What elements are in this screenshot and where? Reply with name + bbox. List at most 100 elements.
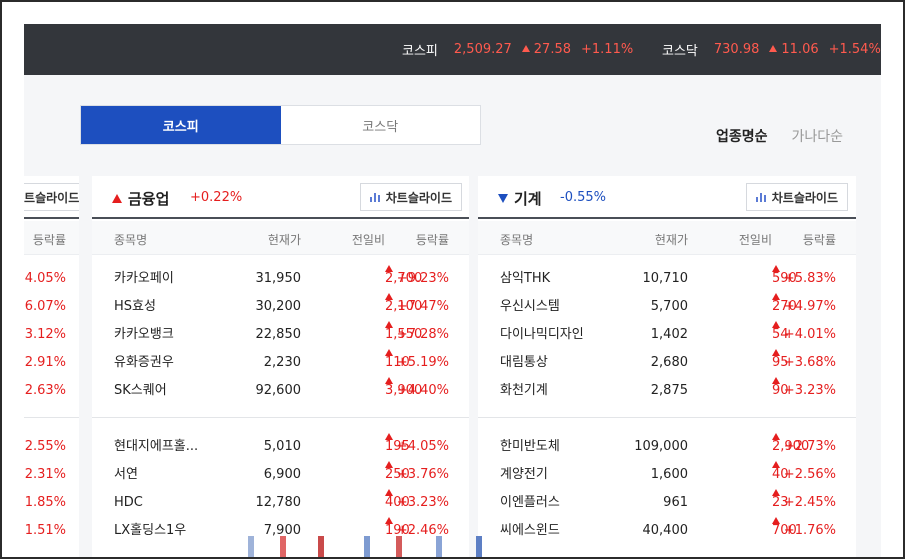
kosdaq-value: 730.98 (713, 42, 760, 57)
stock-name[interactable]: 카카오페이 (114, 271, 174, 286)
stock-name[interactable]: 우신시스템 (500, 299, 560, 314)
stock-row[interactable]: +2.55% (24, 433, 79, 461)
stock-name[interactable]: HS효성 (114, 299, 156, 314)
stock-pct: +1.51% (24, 523, 66, 538)
market-tabs: 코스피 코스닥 (80, 105, 481, 145)
stock-name[interactable]: 카카오뱅크 (114, 327, 174, 342)
stock-row[interactable]: 계양전기 1,600 40 +2.56% (478, 461, 856, 489)
stock-row[interactable]: 카카오뱅크 22,850 1,550 +7.28% (92, 321, 469, 349)
stock-price: 30,200 (255, 299, 302, 314)
card-header: 기계 -0.55% 차트슬라이드 (478, 176, 856, 219)
stock-name[interactable]: 이엔플러스 (500, 495, 560, 510)
sector-card-partial: 차트슬라이드 등락률 +14.05% +6.07% +3.12% +2.91% +2.6… (24, 176, 79, 559)
up-triangle-icon (772, 517, 780, 524)
stock-name[interactable]: 서연 (114, 467, 138, 482)
stock-price: 22,850 (255, 327, 302, 342)
card-header: 차트슬라이드 (24, 176, 79, 219)
stock-row[interactable]: 씨에스윈드 40,400 700 +1.76% (478, 517, 856, 545)
stock-pct: +2.45% (783, 495, 836, 510)
up-triangle-icon (772, 349, 780, 356)
stock-row[interactable]: +2.91% (24, 349, 79, 377)
stock-price: 12,780 (255, 495, 302, 510)
stock-row[interactable]: 다이나믹디자인 1,402 54 +4.01% (478, 321, 856, 349)
stock-pct: +7.47% (396, 299, 449, 314)
kosdaq-ticker[interactable]: 코스닥 730.98 11.06 +1.54% (662, 24, 881, 75)
chart-slide-button[interactable]: 차트슬라이드 (359, 183, 462, 211)
card-header: 금융업 +0.22% 차트슬라이드 (92, 176, 469, 219)
stock-name[interactable]: 한미반도체 (500, 439, 560, 454)
up-triangle-icon (521, 45, 530, 52)
stock-row[interactable]: +1.85% (24, 489, 79, 517)
stock-row[interactable]: 이엔플러스 961 23 +2.45% (478, 489, 856, 517)
stock-row[interactable]: +1.51% (24, 517, 79, 545)
stock-price: 2,680 (650, 355, 688, 370)
row-divider (92, 417, 469, 418)
stock-row[interactable]: +14.05% (24, 265, 79, 293)
stock-name[interactable]: 계양전기 (500, 467, 548, 482)
stock-name[interactable]: 유화증권우 (114, 355, 174, 370)
sector-title[interactable]: 금융업 (112, 188, 169, 209)
kosdaq-label: 코스닥 (662, 44, 698, 59)
stock-row[interactable]: 우신시스템 5,700 270 +4.97% (478, 293, 856, 321)
stock-row[interactable]: HS효성 30,200 2,100 +7.47% (92, 293, 469, 321)
stock-name[interactable]: LX홀딩스1우 (114, 523, 187, 538)
stock-row[interactable]: 화천기계 2,875 90 +3.23% (478, 377, 856, 405)
stock-row[interactable]: LX홀딩스1우 7,900 190 +2.46% (92, 517, 469, 545)
stock-row[interactable]: 한미반도체 109,000 2,900 +2.73% (478, 433, 856, 461)
stock-row[interactable]: 유화증권우 2,230 110 +5.19% (92, 349, 469, 377)
tab-kosdaq[interactable]: 코스닥 (362, 119, 399, 135)
stock-price: 40,400 (642, 523, 689, 538)
stock-name[interactable]: 화천기계 (500, 383, 548, 398)
stock-name[interactable]: HDC (114, 495, 143, 510)
stock-price: 1,600 (650, 467, 688, 482)
stock-pct: +3.68% (783, 355, 836, 370)
stock-pct: +2.46% (396, 523, 449, 538)
kospi-pct: +1.11% (581, 42, 634, 57)
up-triangle-icon (772, 461, 780, 468)
col-pct: 등락률 (802, 233, 836, 247)
stock-price: 2,875 (650, 383, 688, 398)
sort-by-sector-name[interactable]: 업종명순 (716, 129, 768, 145)
background-chart-decoration (240, 536, 510, 559)
sort-by-alphabetical[interactable]: 가나다순 (791, 129, 844, 145)
stock-row[interactable]: 서연 6,900 250 +3.76% (92, 461, 469, 489)
stock-pct: +3.23% (396, 495, 449, 510)
stock-row[interactable]: +2.63% (24, 377, 79, 405)
stock-row[interactable]: +3.12% (24, 321, 79, 349)
stock-name[interactable]: 다이나믹디자인 (500, 327, 584, 342)
stock-row[interactable]: SK스퀘어 92,600 3,900 +4.40% (92, 377, 469, 405)
stock-row[interactable]: 삼익THK 10,710 590 +5.83% (478, 265, 856, 293)
stock-price: 6,900 (263, 467, 301, 482)
stock-row[interactable]: 현대지에프홀... 5,010 195 +4.05% (92, 433, 469, 461)
stock-pct: +6.07% (24, 299, 66, 314)
kospi-ticker[interactable]: 코스피 2,509.27 27.58 +1.11% (402, 24, 633, 75)
stock-row[interactable]: HDC 12,780 400 +3.23% (92, 489, 469, 517)
stock-price: 109,000 (634, 439, 688, 454)
col-price: 현재가 (267, 233, 301, 247)
kospi-change: 27.58 (521, 42, 571, 57)
up-triangle-icon (385, 377, 393, 384)
col-change: 전일비 (351, 233, 385, 247)
up-triangle-icon (385, 265, 393, 272)
stock-row[interactable]: +2.31% (24, 461, 79, 489)
up-triangle-icon (385, 293, 393, 300)
stock-pct: +3.76% (396, 467, 449, 482)
sector-title[interactable]: 기계 (498, 188, 542, 209)
stock-name[interactable]: 대림통상 (500, 355, 548, 370)
stock-pct: +2.56% (783, 467, 836, 482)
tab-kospi[interactable]: 코스피 (81, 106, 281, 144)
stock-row[interactable]: 카카오페이 31,950 2,700 +9.23% (92, 265, 469, 293)
up-triangle-icon (772, 489, 780, 496)
stock-name[interactable]: SK스퀘어 (114, 383, 167, 398)
stock-name[interactable]: 현대지에프홀... (114, 439, 199, 454)
stock-row[interactable]: 대림통상 2,680 95 +3.68% (478, 349, 856, 377)
bar-chart-icon (369, 192, 380, 202)
stock-name[interactable]: 씨에스윈드 (500, 523, 560, 538)
chart-slide-button[interactable]: 차트슬라이드 (745, 183, 848, 211)
column-header: 등락률 (24, 221, 79, 255)
stock-pct: +2.31% (24, 467, 66, 482)
stock-name[interactable]: 삼익THK (500, 271, 551, 286)
stock-row[interactable]: +6.07% (24, 293, 79, 321)
chart-slide-button[interactable]: 차트슬라이드 (24, 183, 79, 211)
stock-pct: +5.19% (396, 355, 449, 370)
